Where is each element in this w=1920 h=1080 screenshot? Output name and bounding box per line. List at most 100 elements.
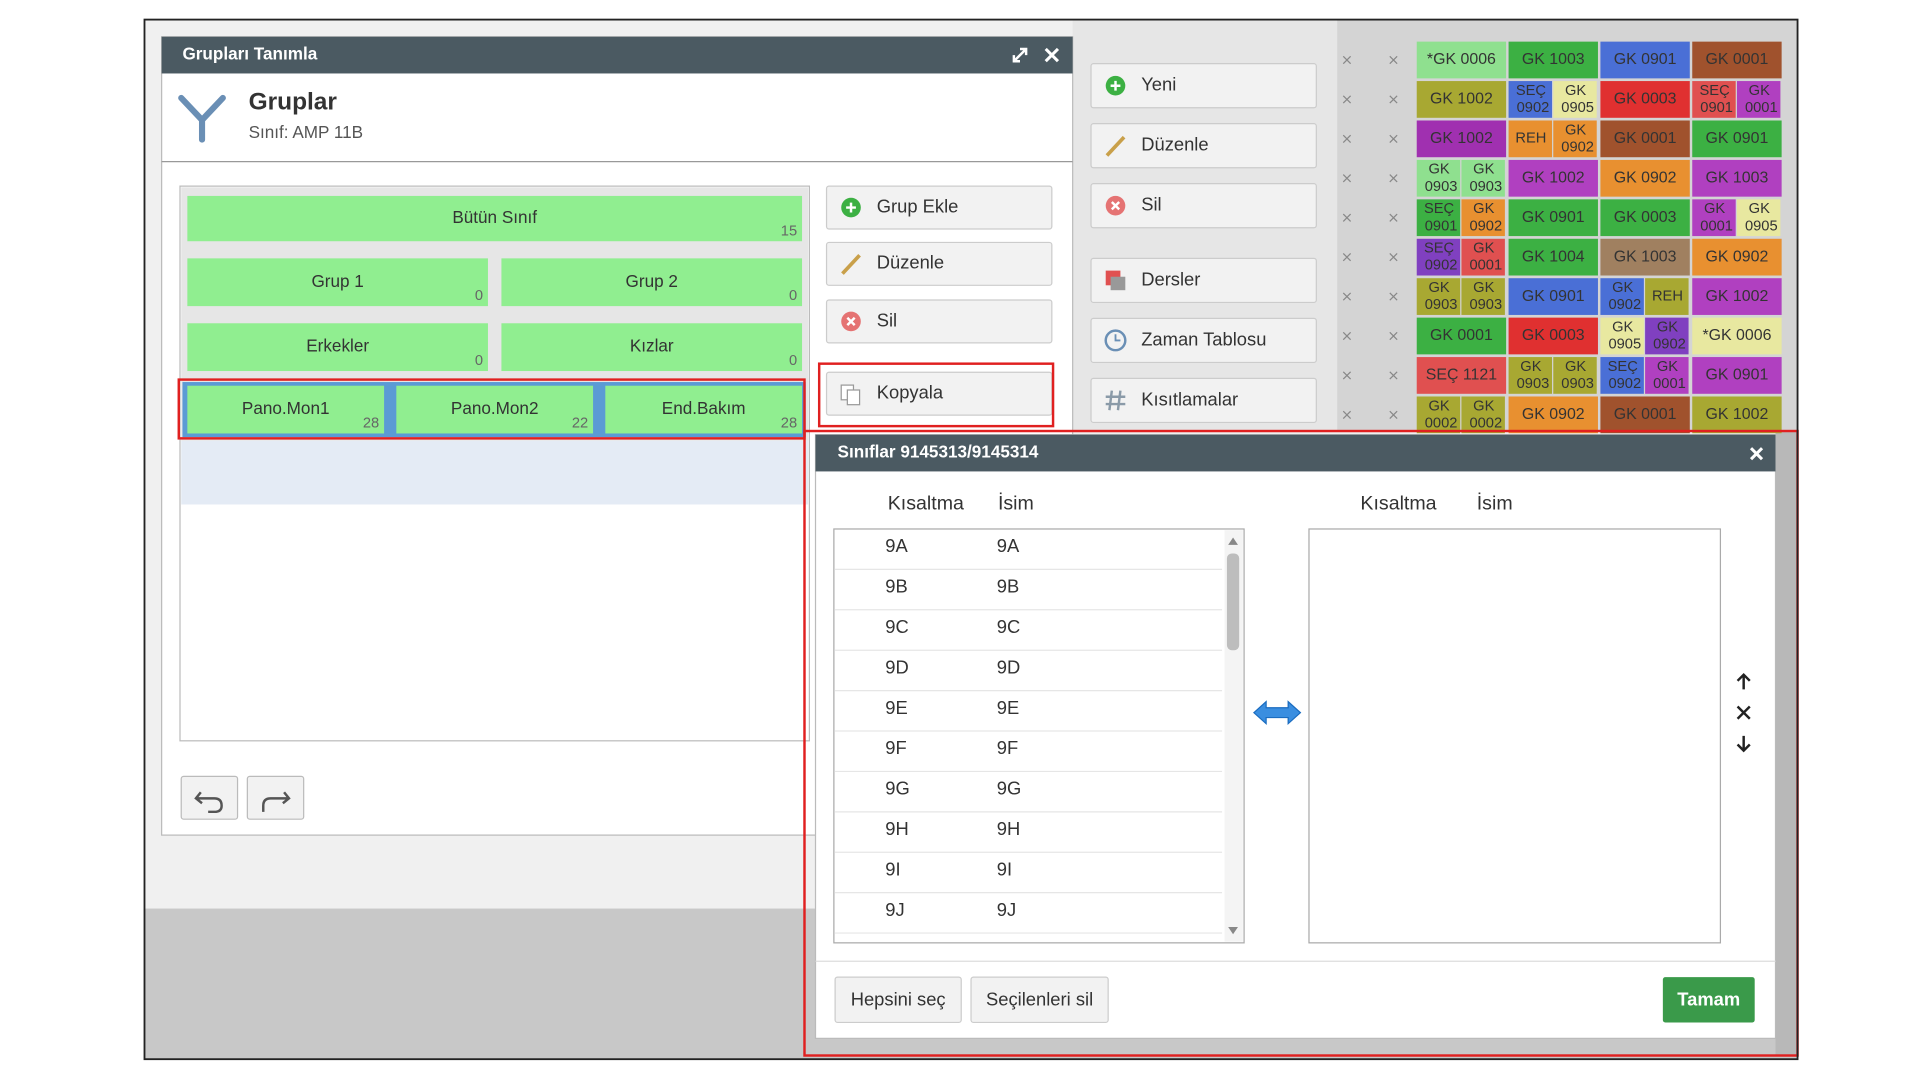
lesson-cell[interactable]: GK 0903: [1416, 159, 1461, 197]
button[interactable]: Sil: [1090, 183, 1317, 229]
lesson-cell[interactable]: GK 0002: [1461, 396, 1505, 434]
remove-mark: [1389, 213, 1398, 222]
confirm-button[interactable]: Tamam: [1662, 977, 1755, 1023]
lesson-cell[interactable]: GK 0002: [1416, 396, 1461, 434]
lesson-cell[interactable]: GK 0001: [1416, 317, 1507, 355]
remove-mark: [1342, 174, 1352, 183]
list-row[interactable]: 9F 9F: [835, 732, 1224, 773]
lesson-cell[interactable]: GK 1003: [1508, 41, 1598, 79]
lesson-cell[interactable]: GK 0901: [1600, 41, 1690, 79]
remove-icon[interactable]: [1736, 705, 1751, 720]
button[interactable]: Kopyala: [825, 371, 1053, 416]
group-tile[interactable]: Grup 1 0: [187, 258, 488, 307]
button[interactable]: Kısıtlamalar: [1090, 377, 1317, 424]
scrollbar-thumb[interactable]: [1226, 553, 1240, 651]
lesson-cell[interactable]: SEÇ 1121: [1416, 357, 1507, 394]
lesson-cell[interactable]: REH: [1645, 278, 1689, 315]
list-row[interactable]: 9A 9A: [835, 530, 1224, 570]
lesson-cell[interactable]: GK 0903: [1461, 159, 1505, 197]
lesson-cell[interactable]: SEÇ 0902: [1416, 238, 1461, 276]
lesson-cell[interactable]: GK 0901: [1508, 199, 1598, 237]
lesson-label: SEÇ 0901: [1696, 83, 1733, 116]
lesson-cell[interactable]: GK 0902: [1553, 120, 1597, 158]
lesson-cell[interactable]: GK 0903: [1461, 278, 1505, 315]
lesson-cell[interactable]: GK 0905: [1553, 81, 1597, 118]
button[interactable]: Seçilenleri sil: [970, 976, 1109, 1024]
lesson-cell[interactable]: GK 1004: [1508, 238, 1598, 276]
lesson-cell[interactable]: GK 0001: [1645, 357, 1689, 394]
lesson-cell[interactable]: GK 1003: [1600, 238, 1690, 276]
lesson-cell[interactable]: GK 0001: [1600, 120, 1690, 158]
lesson-cell[interactable]: GK 1002: [1692, 278, 1782, 315]
group-count: 15: [781, 223, 797, 239]
group-tile[interactable]: Bütün Sınıf 15: [187, 195, 803, 242]
group-tile[interactable]: Pano.Mon1 28: [187, 385, 385, 434]
lesson-cell[interactable]: GK 1002: [1416, 81, 1507, 118]
lesson-label: SEÇ 0902: [1513, 83, 1550, 116]
lesson-cell[interactable]: GK 0905: [1736, 199, 1781, 237]
lesson-cell[interactable]: REH: [1508, 120, 1553, 158]
group-tile[interactable]: Erkekler 0: [187, 323, 488, 372]
lesson-cell[interactable]: GK 0001: [1692, 199, 1736, 237]
list-row[interactable]: 9B 9B: [835, 570, 1224, 611]
lesson-cell[interactable]: GK 0902: [1600, 159, 1690, 197]
lesson-cell[interactable]: GK 0903: [1508, 357, 1553, 394]
group-tile[interactable]: Kızlar 0: [501, 323, 803, 372]
lesson-cell[interactable]: GK 1002: [1508, 159, 1598, 197]
lesson-cell[interactable]: SEÇ 0901: [1416, 199, 1461, 237]
lesson-cell[interactable]: GK 0001: [1600, 396, 1690, 434]
button[interactable]: Zaman Tablosu: [1090, 317, 1317, 364]
lesson-cell[interactable]: *GK 0006: [1416, 41, 1507, 79]
lesson-cell[interactable]: GK 0003: [1600, 81, 1690, 118]
button[interactable]: Hepsini seç: [834, 976, 962, 1024]
lesson-cell[interactable]: GK 0001: [1692, 41, 1782, 79]
lesson-cell[interactable]: GK 0903: [1416, 278, 1461, 315]
button[interactable]: Düzenle: [825, 241, 1053, 286]
close-icon[interactable]: [1044, 47, 1060, 63]
group-tile[interactable]: Pano.Mon2 22: [396, 385, 594, 434]
lesson-label: GK 1002: [1706, 288, 1769, 305]
list-row[interactable]: 9J 9J: [835, 893, 1224, 934]
button[interactable]: Sil: [825, 299, 1053, 344]
lesson-cell[interactable]: GK 0003: [1600, 199, 1690, 237]
lesson-cell[interactable]: GK 0902: [1692, 238, 1782, 276]
list-row[interactable]: 9G 9G: [835, 772, 1224, 813]
lesson-cell[interactable]: GK 0001: [1736, 81, 1781, 118]
maximize-icon[interactable]: [1012, 47, 1028, 63]
list-row[interactable]: 9H 9H: [835, 813, 1224, 853]
lesson-cell[interactable]: GK 0902: [1600, 278, 1644, 315]
list-row[interactable]: 9D 9D: [835, 651, 1224, 692]
button[interactable]: Yeni: [1090, 63, 1317, 109]
lesson-cell[interactable]: GK 0905: [1600, 317, 1644, 355]
lesson-cell[interactable]: SEÇ 0902: [1600, 357, 1644, 394]
lesson-cell[interactable]: GK 0903: [1553, 357, 1597, 394]
group-tile[interactable]: End.Bakım 28: [605, 385, 803, 434]
move-up-icon[interactable]: [1736, 672, 1751, 690]
lesson-cell[interactable]: GK 0901: [1692, 357, 1782, 394]
move-down-icon[interactable]: [1736, 735, 1751, 753]
lesson-cell[interactable]: GK 0901: [1508, 278, 1598, 315]
lesson-cell[interactable]: *GK 0006: [1692, 317, 1782, 355]
lesson-cell[interactable]: SEÇ 0902: [1508, 81, 1553, 118]
lesson-cell[interactable]: SEÇ 0901: [1692, 81, 1736, 118]
lesson-cell[interactable]: GK 0003: [1508, 317, 1598, 355]
group-tile[interactable]: Grup 2 0: [501, 258, 803, 307]
lesson-cell[interactable]: GK 0901: [1692, 120, 1782, 158]
button[interactable]: Dersler: [1090, 257, 1317, 304]
close-icon[interactable]: [1749, 447, 1764, 461]
transfer-icon[interactable]: [1252, 700, 1302, 726]
list-row[interactable]: 9I 9I: [835, 853, 1224, 894]
lesson-cell[interactable]: GK 0902: [1508, 396, 1598, 434]
lesson-cell[interactable]: GK 0902: [1645, 317, 1689, 355]
lesson-cell[interactable]: GK 0001: [1461, 238, 1505, 276]
list-row[interactable]: 9C 9C: [835, 611, 1224, 651]
lesson-cell[interactable]: GK 1003: [1692, 159, 1782, 197]
lesson-cell[interactable]: GK 1002: [1416, 120, 1507, 158]
list-row[interactable]: 9E 9E: [835, 691, 1224, 732]
lesson-cell[interactable]: GK 0902: [1461, 199, 1505, 237]
lesson-cell[interactable]: GK 1002: [1692, 396, 1782, 434]
button[interactable]: Grup Ekle: [825, 185, 1053, 230]
button[interactable]: Düzenle: [1090, 123, 1317, 169]
lesson-cell-bg: [1508, 41, 1598, 79]
remove-mark: [1342, 331, 1352, 341]
